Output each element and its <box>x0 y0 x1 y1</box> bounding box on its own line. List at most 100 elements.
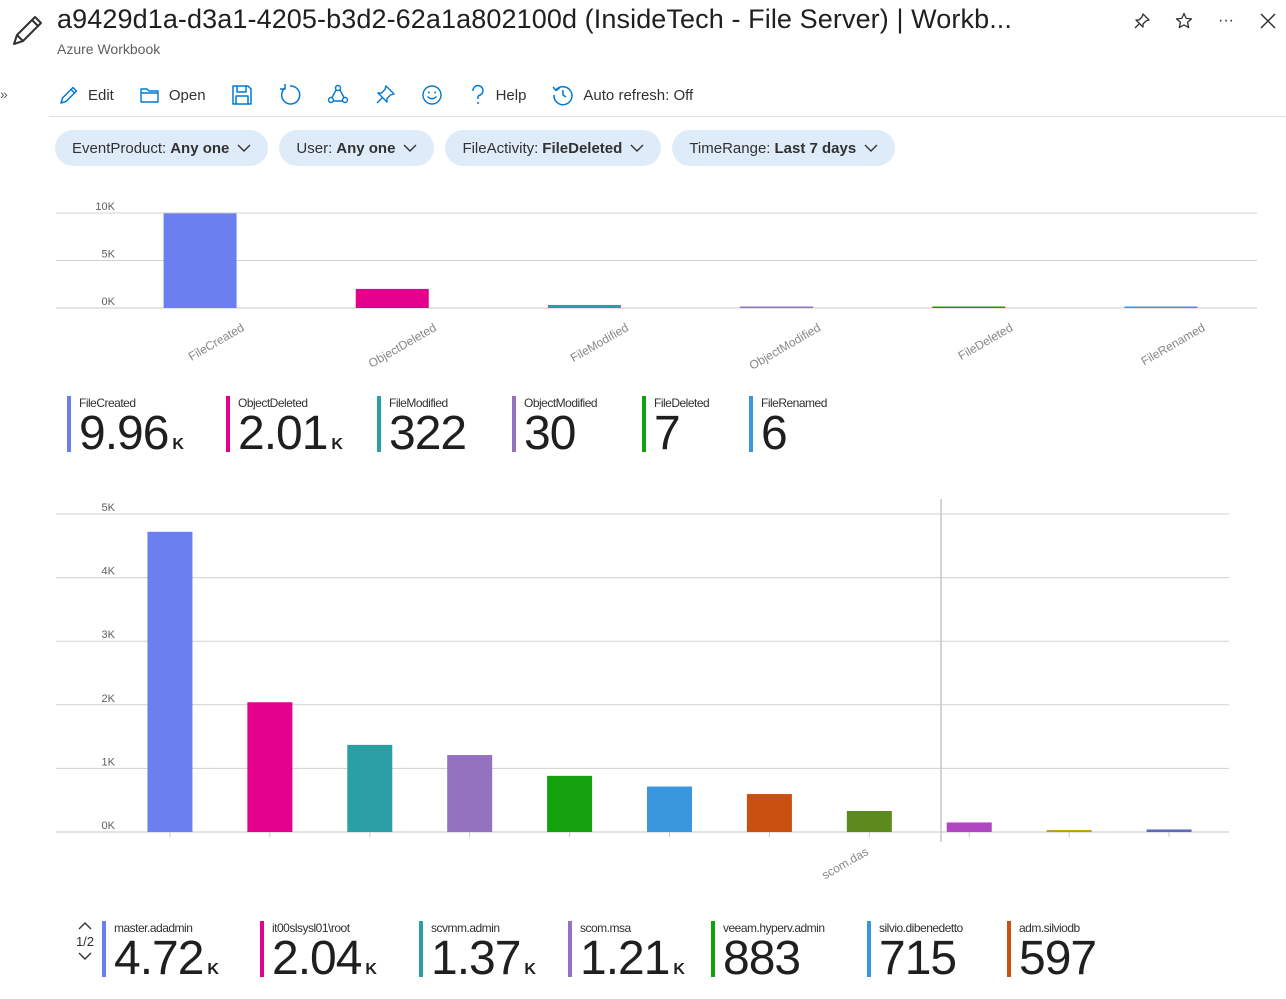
help-label: Help <box>495 86 527 104</box>
param-fileactivity-dropdown[interactable]: FileActivity: FileDeleted <box>445 130 662 166</box>
tile-user-master-adadmin[interactable]: master.adadmin 4.72 K <box>102 921 260 983</box>
y-tick-label: 5K <box>102 249 116 261</box>
tile-color-bar <box>419 921 423 977</box>
tile-number: 715 <box>879 932 957 985</box>
tile-user-silvio-dibenedetto[interactable]: silvio.dibenedetto 715 <box>867 921 1007 983</box>
edit-label: Edit <box>88 86 114 104</box>
feedback-button[interactable] <box>421 80 443 110</box>
tile-filecreated[interactable]: FileCreated 9.96 K <box>67 396 226 458</box>
chevron-down-icon[interactable] <box>78 951 92 961</box>
bar-item-5[interactable] <box>547 775 593 832</box>
tile-value: 2.04 K <box>272 935 419 994</box>
tile-value: 9.96 K <box>79 410 226 469</box>
tile-user-scom-msa[interactable]: scom.msa 1.21 K <box>568 921 711 983</box>
tile-label: FileRenamed <box>761 396 827 410</box>
close-icon[interactable] <box>1258 10 1278 32</box>
tile-color-bar <box>749 396 753 452</box>
x-category-label: FileCreated <box>186 320 247 363</box>
tile-number: 322 <box>389 407 467 460</box>
tile-filemodified[interactable]: FileModified 322 <box>377 396 512 458</box>
y-tick-label: 0K <box>102 820 116 832</box>
param-value: Last 7 days <box>774 139 857 157</box>
edit-pencil-icon <box>13 16 42 45</box>
edit-button[interactable]: Edit <box>58 80 114 110</box>
bar-item-2[interactable] <box>247 702 293 832</box>
toolbar-divider <box>49 116 1286 117</box>
tile-value: 1.21 K <box>580 935 711 994</box>
file-activity-tiles: FileCreated 9.96 K ObjectDeleted 2.01 K Fi… <box>67 396 859 458</box>
tile-user-veeam-hyperv-admin[interactable]: veeam.hyperv.admin 883 <box>711 921 867 983</box>
bar-ObjectDeleted[interactable] <box>355 288 429 308</box>
bar-FileCreated[interactable] <box>163 213 237 308</box>
tile-value: 6 <box>761 410 859 469</box>
param-user-dropdown[interactable]: User: Any one <box>279 130 435 166</box>
tile-color-bar <box>67 396 71 452</box>
bar-ObjectModified[interactable] <box>740 306 814 309</box>
tile-color-bar <box>260 921 264 977</box>
bar-item-9[interactable] <box>946 822 992 832</box>
tile-value: 715 <box>879 935 1007 994</box>
refresh-button[interactable] <box>278 80 302 110</box>
y-tick-label: 3K <box>102 629 116 641</box>
tile-unit: K <box>365 961 377 978</box>
bar-item-11[interactable] <box>1146 829 1192 832</box>
y-tick-label: 1K <box>102 756 116 768</box>
tile-label: master.adadmin <box>114 921 193 935</box>
param-eventproduct-dropdown[interactable]: EventProduct: Any one <box>55 130 269 166</box>
expand-sidebar-chevron-icon[interactable]: » <box>0 86 8 102</box>
bar-FileModified[interactable] <box>547 304 621 308</box>
tile-label: FileModified <box>389 396 448 410</box>
tile-unit: K <box>207 961 219 978</box>
tile-user-scvmm-admin[interactable]: scvmm.admin 1.37 K <box>419 921 568 983</box>
chevron-up-icon[interactable] <box>78 921 92 931</box>
tile-number: 1.37 <box>431 932 521 985</box>
tile-user-root[interactable]: it00slsysl01\root 2.04 K <box>260 921 419 983</box>
bar-item-3[interactable] <box>347 744 393 832</box>
tile-number: 7 <box>654 407 681 460</box>
y-tick-label: 2K <box>102 693 116 705</box>
user-activity-bar-chart: 5K 4K 3K 2K 1K 0K scom.das <box>56 499 1229 882</box>
more-ellipsis-icon[interactable]: ··· <box>1218 12 1234 29</box>
tile-objectmodified[interactable]: ObjectModified 30 <box>512 396 642 458</box>
x-category-label: FileRenamed <box>1139 320 1208 368</box>
pin-icon[interactable] <box>1132 10 1152 32</box>
bar-item-7[interactable] <box>746 794 792 832</box>
open-button[interactable]: Open <box>139 80 206 110</box>
y-tick-label: 0K <box>102 296 116 308</box>
pin-to-dashboard-button[interactable] <box>374 80 396 110</box>
bar-FileDeleted[interactable] <box>932 306 1006 309</box>
tile-number: 2.01 <box>238 407 328 460</box>
pin-icon <box>376 85 395 104</box>
bar-item-1[interactable] <box>147 531 193 832</box>
help-button[interactable]: Help <box>468 80 527 110</box>
tile-color-bar <box>102 921 106 977</box>
tile-number: 2.04 <box>272 932 362 985</box>
param-timerange-dropdown[interactable]: TimeRange: Last 7 days <box>672 130 896 166</box>
share-button[interactable] <box>327 80 349 110</box>
tile-number: 6 <box>761 407 788 460</box>
bar-scom.das[interactable] <box>846 811 892 832</box>
auto-refresh-label: Auto refresh: Off <box>583 86 694 104</box>
tile-filedeleted[interactable]: FileDeleted 7 <box>642 396 749 458</box>
clock-refresh-icon <box>552 85 574 106</box>
bar-item-10[interactable] <box>1046 830 1092 832</box>
workbook-toolbar: Edit Open Help Auto refresh: Off <box>58 80 718 110</box>
favorite-star-icon[interactable] <box>1174 10 1194 32</box>
bar-item-6[interactable] <box>647 786 693 832</box>
tiles-pager: 1/2 <box>74 921 96 961</box>
chevron-down-icon <box>403 144 417 152</box>
tile-filerenamed[interactable]: FileRenamed 6 <box>749 396 859 458</box>
help-question-icon <box>471 84 484 104</box>
tile-value: 1.37 K <box>431 935 568 994</box>
save-button[interactable] <box>231 80 253 110</box>
save-icon <box>231 85 252 105</box>
smiley-icon <box>421 85 442 105</box>
tile-label: veeam.hyperv.admin <box>723 921 825 935</box>
bar-item-4[interactable] <box>447 755 493 832</box>
chevron-down-icon <box>630 144 644 152</box>
page-title: a9429d1a-d3a1-4205-b3d2-62a1a802100d (In… <box>57 4 1013 34</box>
auto-refresh-button[interactable]: Auto refresh: Off <box>551 80 693 110</box>
tile-objectdeleted[interactable]: ObjectDeleted 2.01 K <box>226 396 377 458</box>
tile-user-adm-silviodb[interactable]: adm.silviodb 597 <box>1007 921 1127 983</box>
bar-FileRenamed[interactable] <box>1124 306 1198 309</box>
